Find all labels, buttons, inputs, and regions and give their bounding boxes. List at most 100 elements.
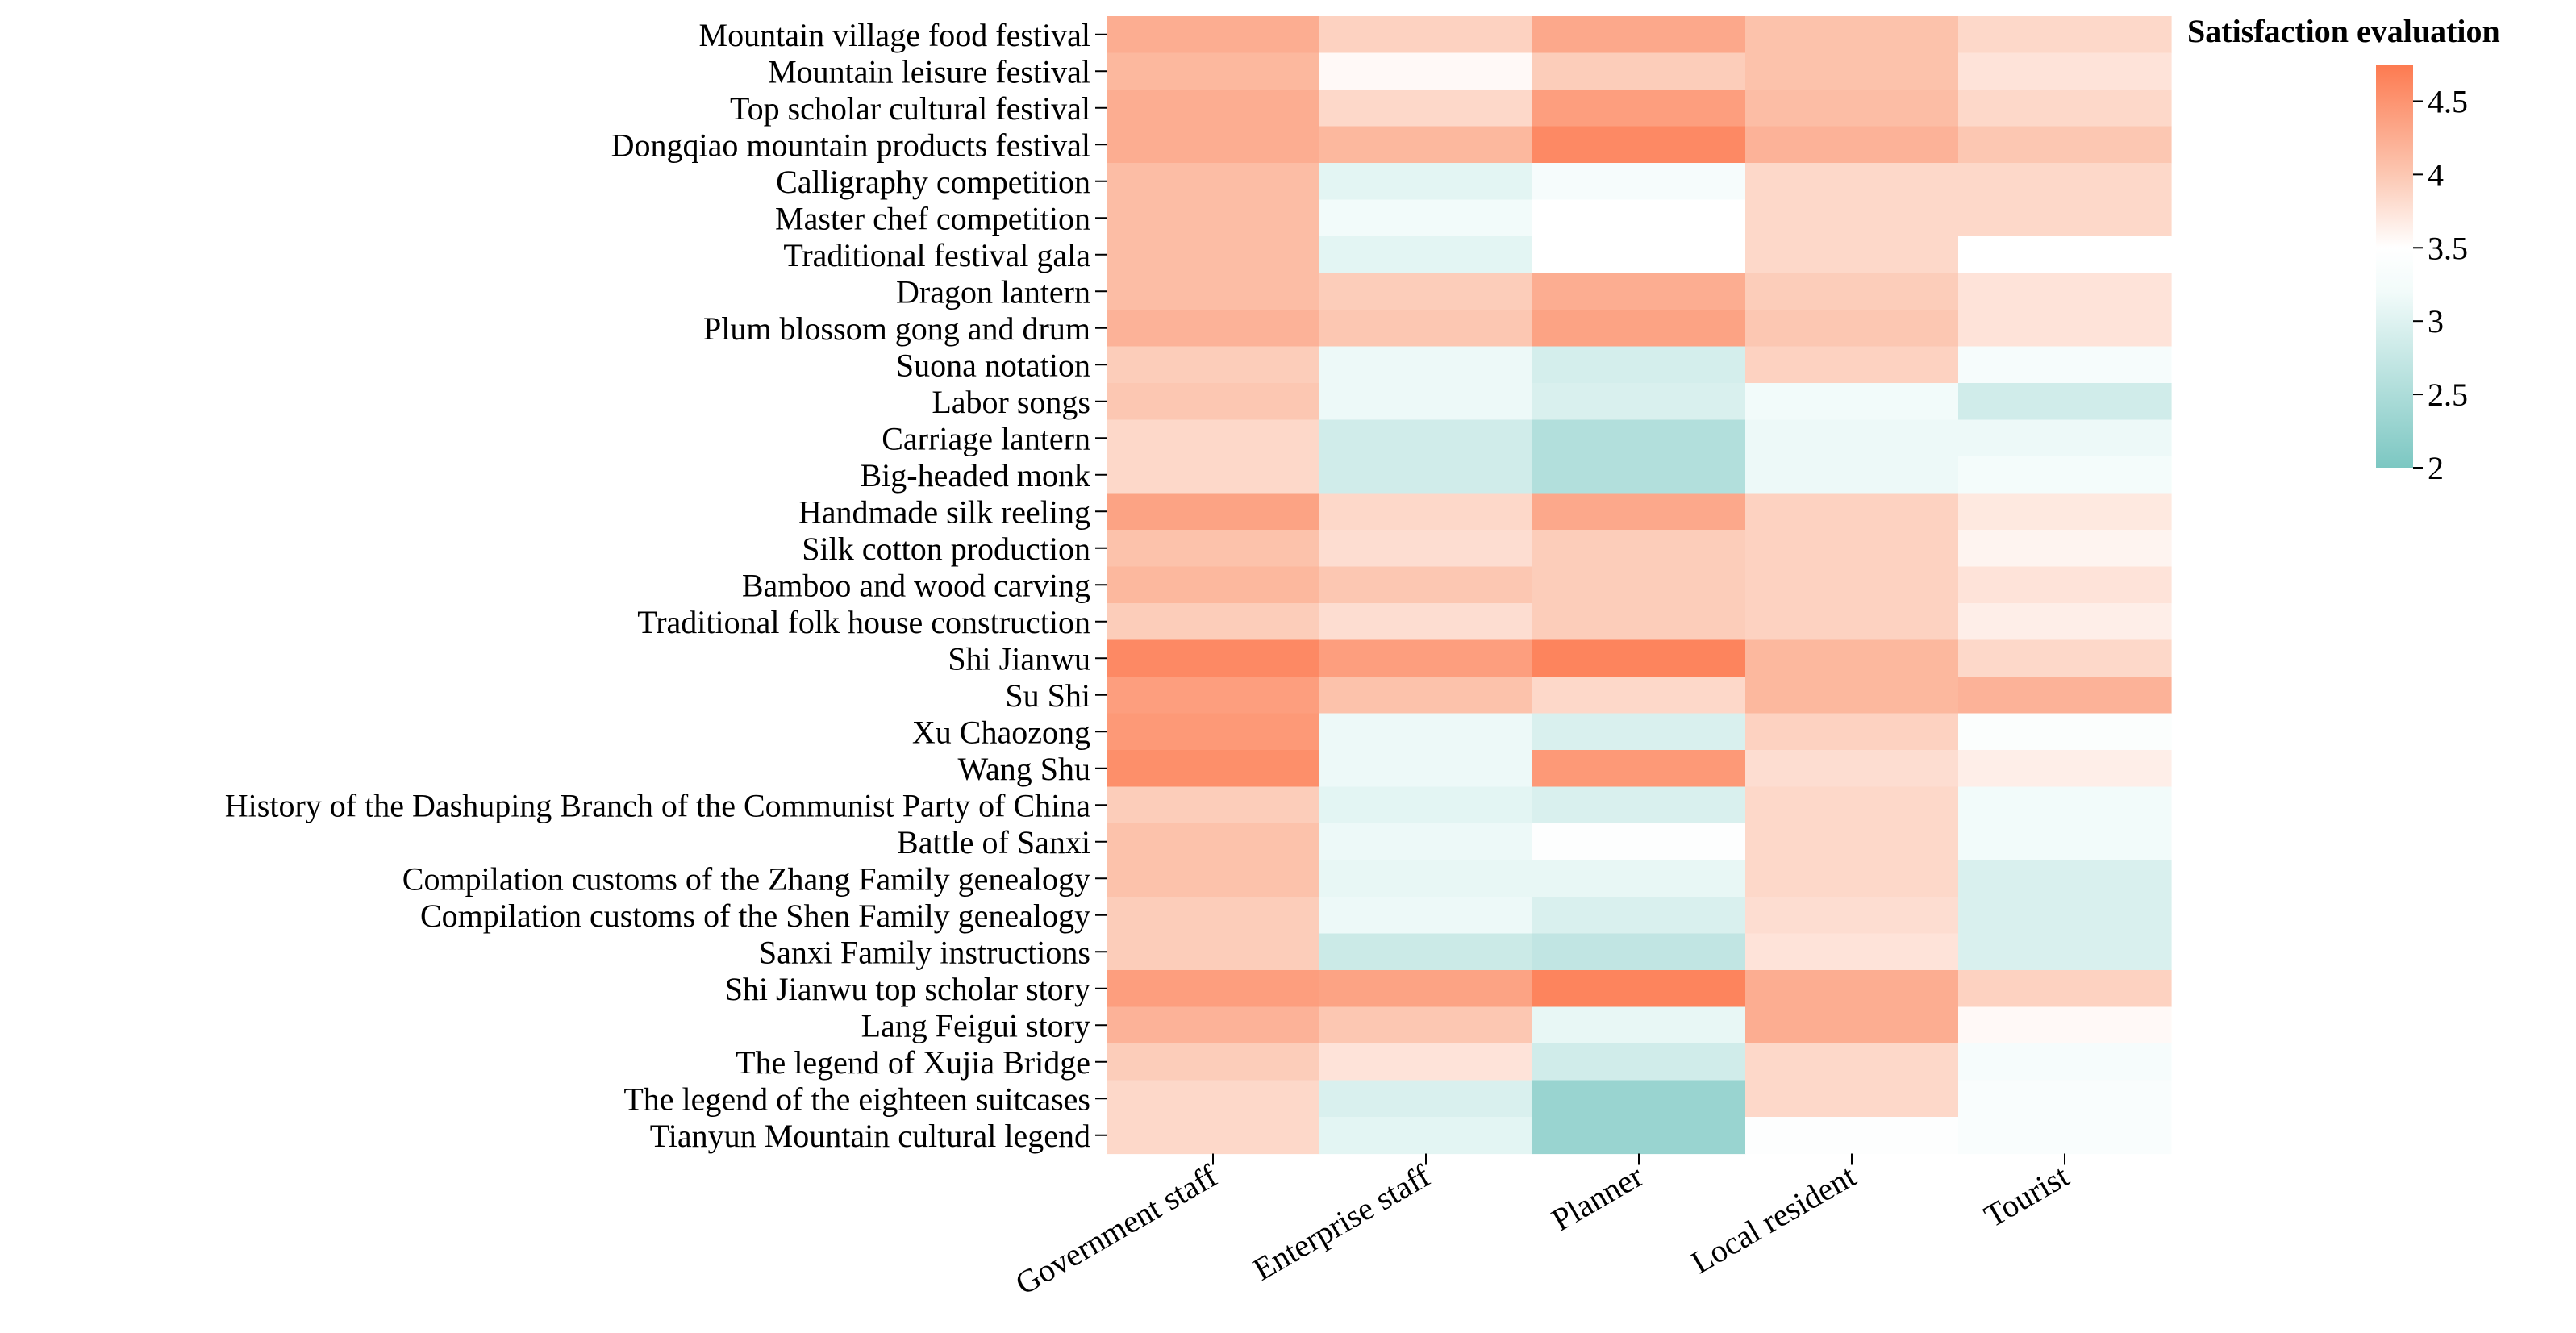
heatmap-cell <box>1745 1006 1959 1044</box>
heatmap-cell <box>1532 52 1746 90</box>
heatmap-cell <box>1745 419 1959 457</box>
heatmap-cell <box>1745 639 1959 677</box>
heatmap-cell <box>1958 530 2172 568</box>
heatmap-cell <box>1532 933 1746 971</box>
heatmap-cell <box>1107 90 1320 127</box>
row-label: Traditional folk house construction <box>637 604 1090 640</box>
row-label: Lang Feigui story <box>861 1007 1090 1043</box>
heatmap-cell <box>1958 860 2172 898</box>
row-label: Compilation customs of the Shen Family g… <box>420 898 1090 934</box>
heatmap-cell <box>1745 530 1959 568</box>
heatmap-cell <box>1958 456 2172 494</box>
heatmap-cell <box>1958 383 2172 421</box>
heatmap-cell <box>1319 823 1533 861</box>
heatmap-cell <box>1319 750 1533 788</box>
heatmap-cell <box>1532 126 1746 164</box>
heatmap-cell <box>1745 1043 1959 1081</box>
row-label: Labor songs <box>932 384 1090 420</box>
heatmap-cell <box>1532 273 1746 310</box>
heatmap-cell <box>1745 786 1959 824</box>
heatmap-cell <box>1958 163 2172 201</box>
row-label: Sanxi Family instructions <box>759 934 1090 970</box>
heatmap-cell <box>1745 199 1959 237</box>
colorbar-tick-label: 4.5 <box>2428 83 2468 119</box>
heatmap-cell <box>1532 970 1746 1008</box>
heatmap-cell <box>1745 677 1959 714</box>
heatmap-cell <box>1319 566 1533 604</box>
heatmap-cell <box>1745 16 1959 54</box>
heatmap-cell <box>1745 603 1959 641</box>
heatmap-cell <box>1745 383 1959 421</box>
heatmap-cell <box>1745 1117 1959 1155</box>
heatmap-cell <box>1319 383 1533 421</box>
heatmap-cell <box>1532 823 1746 861</box>
heatmap-cell <box>1107 126 1320 164</box>
heatmap-cells <box>1107 16 2172 1155</box>
heatmap-cell <box>1745 566 1959 604</box>
heatmap-cell <box>1319 273 1533 310</box>
heatmap-cell <box>1319 639 1533 677</box>
colorbar-tick-label: 2.5 <box>2428 377 2468 413</box>
row-label: Calligraphy competition <box>776 164 1090 200</box>
heatmap-cell <box>1532 1006 1746 1044</box>
row-label: Mountain village food festival <box>699 17 1090 53</box>
heatmap-cell <box>1958 1006 2172 1044</box>
heatmap-cell <box>1107 566 1320 604</box>
heatmap-cell <box>1107 236 1320 274</box>
row-label: Dragon lantern <box>896 273 1090 310</box>
column-label: Government staff <box>1009 1157 1223 1302</box>
heatmap-cell <box>1745 52 1959 90</box>
column-labels: Government staff Enterprise staff Planner L… <box>1009 1153 2075 1302</box>
colorbar-ticks: 2 2.5 3 3.5 4 4.5 <box>2413 83 2468 486</box>
heatmap-cell <box>1532 897 1746 935</box>
row-label: The legend of the eighteen suitcases <box>623 1081 1090 1117</box>
row-label: Compilation customs of the Zhang Family … <box>402 860 1090 897</box>
heatmap-cell <box>1532 90 1746 127</box>
heatmap-cell <box>1958 236 2172 274</box>
heatmap-cell <box>1532 530 1746 568</box>
heatmap-cell <box>1532 456 1746 494</box>
row-label: Shi Jianwu <box>948 640 1090 677</box>
heatmap-cell <box>1107 1117 1320 1155</box>
heatmap-cell <box>1745 1080 1959 1118</box>
colorbar <box>2376 65 2413 468</box>
legend-title: Satisfaction evaluation <box>2187 13 2500 49</box>
heatmap-cell <box>1958 970 2172 1008</box>
heatmap-cell <box>1319 1117 1533 1155</box>
heatmap-cell <box>1958 346 2172 384</box>
row-label: Battle of Sanxi <box>897 824 1090 860</box>
row-label: Su Shi <box>1005 677 1090 714</box>
heatmap-cell <box>1745 933 1959 971</box>
heatmap-cell <box>1745 750 1959 788</box>
heatmap-cell <box>1745 493 1959 531</box>
heatmap-cell <box>1107 677 1320 714</box>
heatmap-cell <box>1745 897 1959 935</box>
row-label: Suona notation <box>896 347 1090 383</box>
heatmap-cell <box>1107 970 1320 1008</box>
heatmap-cell <box>1532 493 1746 531</box>
heatmap-cell <box>1107 199 1320 237</box>
heatmap-cell <box>1532 677 1746 714</box>
heatmap-cell <box>1107 897 1320 935</box>
row-label: Carriage lantern <box>882 420 1090 456</box>
heatmap-cell <box>1532 383 1746 421</box>
heatmap-cell <box>1532 639 1746 677</box>
heatmap-cell <box>1319 236 1533 274</box>
heatmap-cell <box>1958 493 2172 531</box>
heatmap-cell <box>1745 823 1959 861</box>
heatmap-cell <box>1958 16 2172 54</box>
heatmap-cell <box>1532 16 1746 54</box>
heatmap-cell <box>1958 1117 2172 1155</box>
heatmap-cell <box>1107 310 1320 348</box>
heatmap-cell <box>1958 750 2172 788</box>
heatmap-cell <box>1532 199 1746 237</box>
heatmap-cell <box>1745 90 1959 127</box>
heatmap-cell <box>1319 456 1533 494</box>
heatmap-cell <box>1107 1080 1320 1118</box>
heatmap-cell <box>1319 713 1533 751</box>
heatmap-cell <box>1958 1080 2172 1118</box>
heatmap-cell <box>1107 933 1320 971</box>
heatmap-cell <box>1532 163 1746 201</box>
row-label: Plum blossom gong and drum <box>703 310 1090 347</box>
